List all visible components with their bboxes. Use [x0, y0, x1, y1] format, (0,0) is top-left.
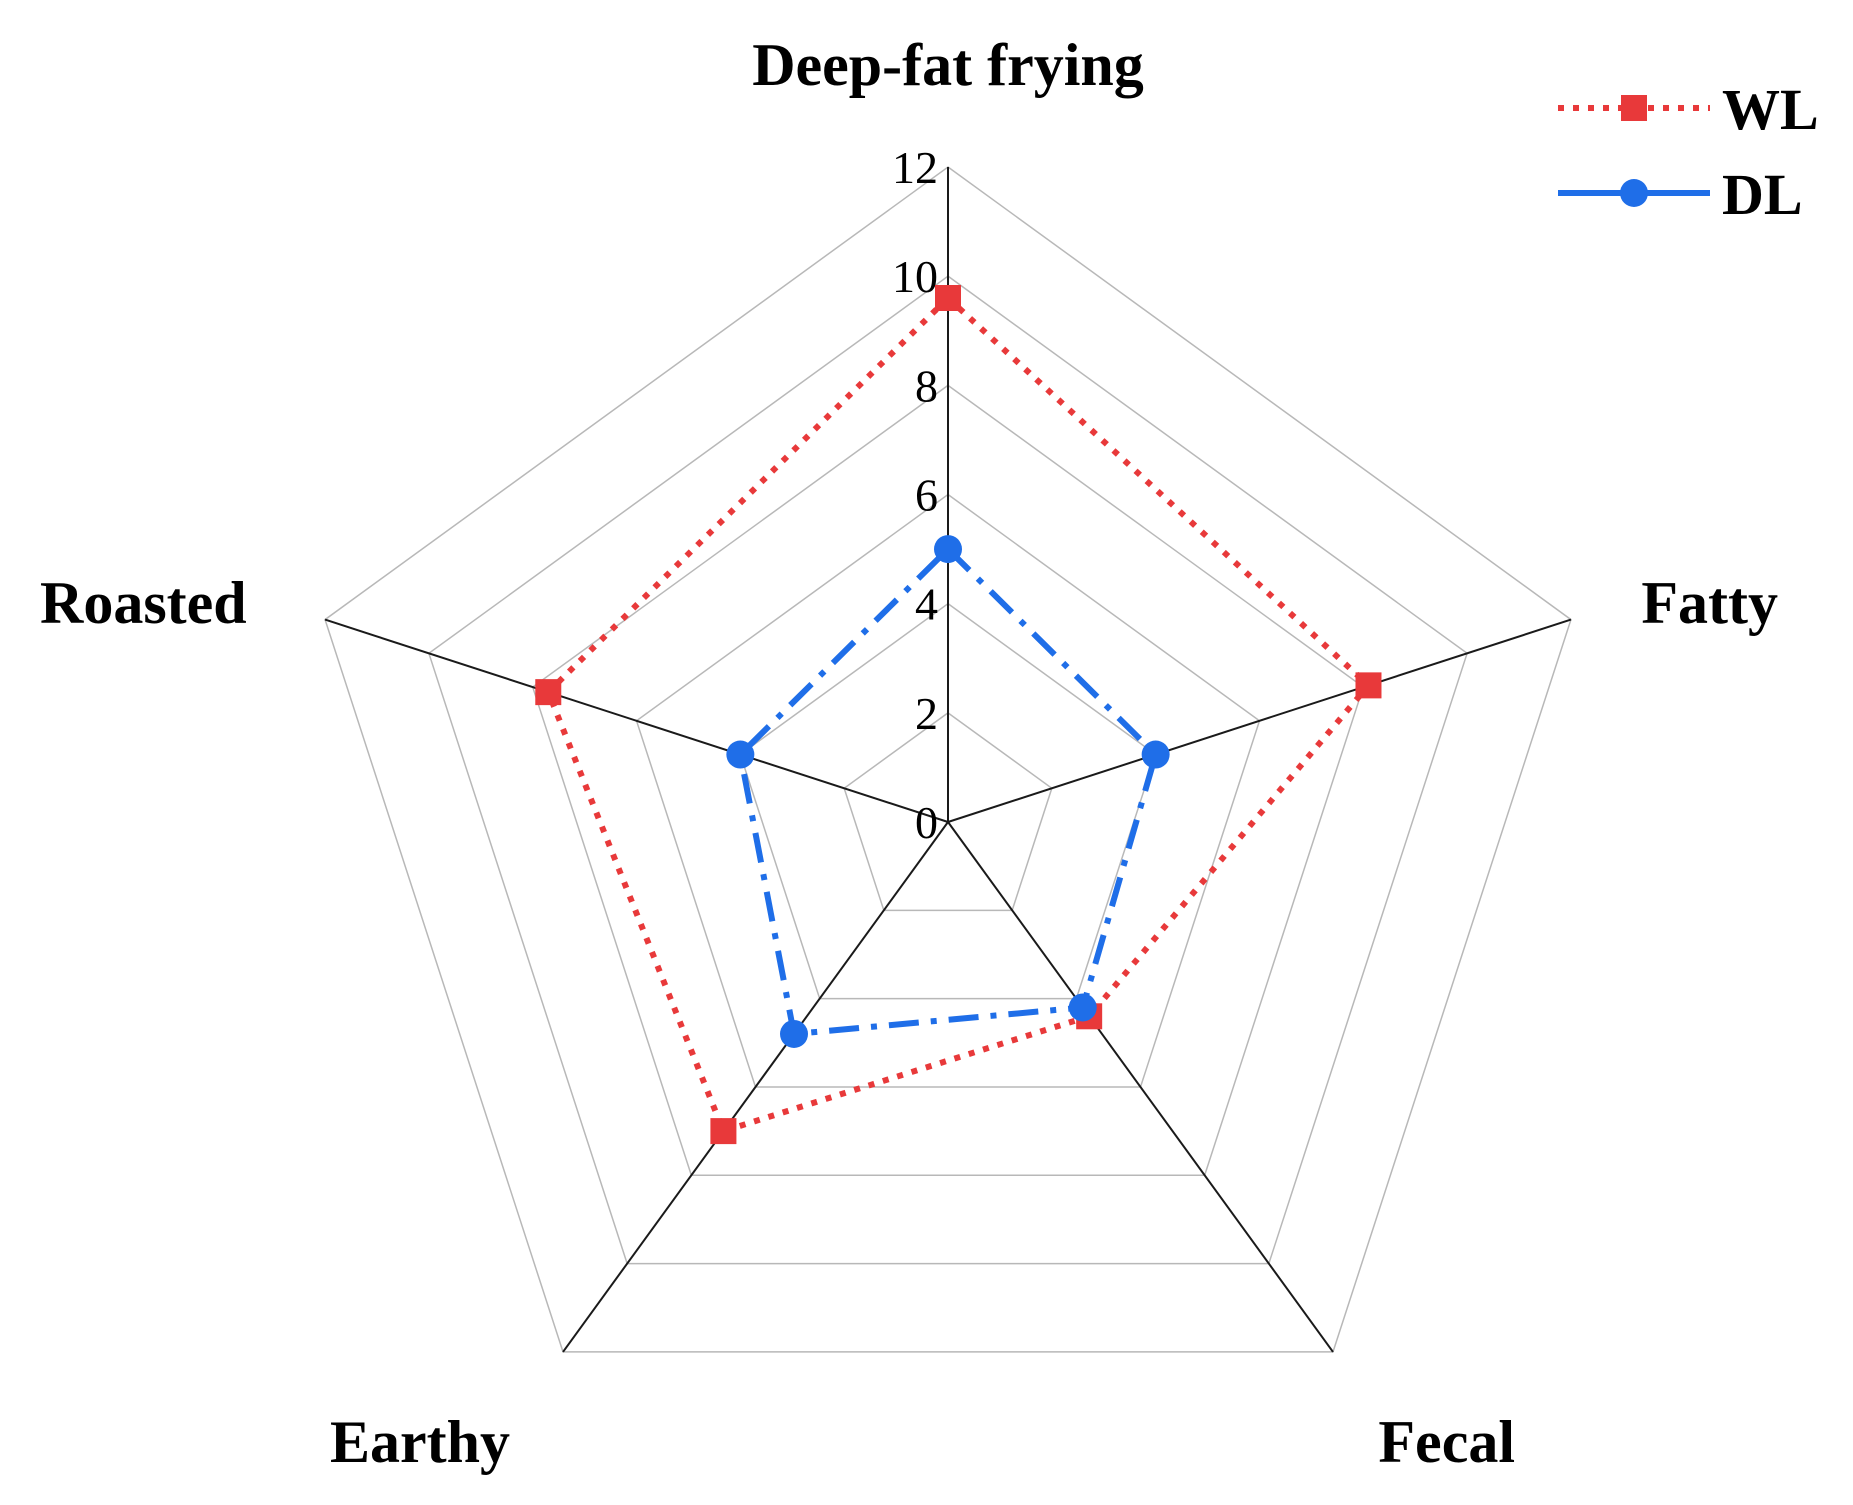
- axis-spoke-2: [947, 821, 1334, 1353]
- axis-label-4: Roasted: [40, 570, 247, 636]
- legend-label-WL: WL: [1722, 77, 1819, 142]
- point-DL-4: [726, 740, 755, 769]
- radar-axes: [324, 167, 1572, 1353]
- grid-ring-6: [324, 166, 1572, 1353]
- axis-spoke-1: [947, 618, 1572, 823]
- axis-label-3: Earthy: [330, 1409, 510, 1475]
- radar-axis-labels: Deep-fat frying Fatty Fecal Earthy Roasted: [40, 32, 1778, 1475]
- tick-label-6: 12: [892, 142, 938, 193]
- grid-ring-2: [739, 602, 1157, 1000]
- legend-marker-DL: [1620, 179, 1648, 207]
- grid-ring-3: [635, 493, 1261, 1088]
- legend-label-DL: DL: [1722, 162, 1803, 227]
- radar-series: [535, 285, 1382, 1145]
- axis-label-1: Fatty: [1641, 570, 1778, 636]
- tick-label-1: 2: [915, 688, 938, 739]
- axis-label-2: Fecal: [1378, 1409, 1515, 1475]
- point-WL-0: [935, 285, 961, 311]
- radar-tick-labels: 0 2 4 6 8 10 12: [892, 142, 938, 848]
- legend: WL DL: [1558, 77, 1819, 227]
- tick-label-2: 4: [915, 579, 938, 630]
- legend-marker-WL: [1621, 95, 1647, 121]
- radar-grid: [324, 166, 1572, 1353]
- tick-label-3: 6: [915, 470, 938, 521]
- grid-ring-5: [427, 275, 1469, 1265]
- tick-label-4: 8: [915, 360, 938, 411]
- point-WL-3: [710, 1118, 737, 1145]
- axis-label-0: Deep-fat frying: [752, 32, 1144, 98]
- grid-ring-1: [843, 711, 1053, 912]
- point-WL-4: [535, 679, 562, 706]
- axis-spoke-4: [324, 618, 949, 823]
- point-DL-1: [1141, 740, 1170, 769]
- point-WL-1: [1355, 672, 1382, 699]
- axis-spoke-3: [562, 821, 949, 1353]
- point-DL-2: [1068, 993, 1097, 1022]
- point-DL-3: [780, 1019, 809, 1048]
- series-line-WL: [544, 293, 1373, 1135]
- tick-label-0: 0: [915, 797, 938, 848]
- tick-label-5: 10: [892, 251, 938, 302]
- point-DL-0: [934, 535, 962, 564]
- series-line-DL: [737, 544, 1160, 1038]
